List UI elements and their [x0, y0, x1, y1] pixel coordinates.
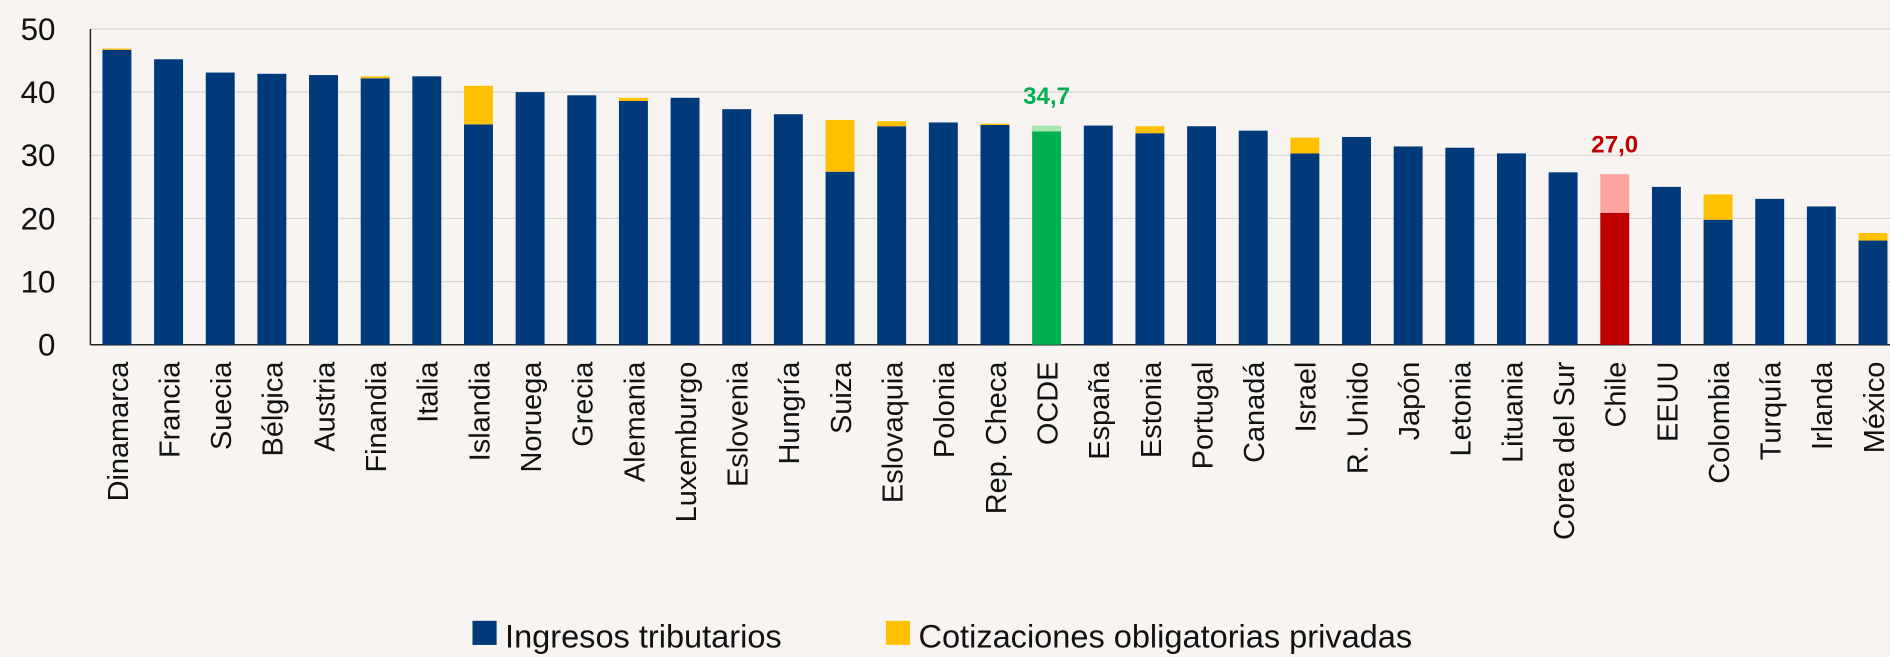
x-tick-label: Dinamarca — [103, 361, 135, 502]
x-tick-label: México — [1859, 362, 1890, 454]
x-tick-label: Eslovaquia — [878, 361, 910, 503]
y-tick-label: 20 — [21, 201, 56, 236]
legend-swatch — [885, 620, 911, 645]
bar-segment — [1858, 232, 1888, 241]
bar-segment — [618, 100, 648, 345]
legend-label: Ingresos tributarios — [505, 618, 782, 654]
x-tick-label: Chile — [1601, 362, 1633, 428]
annotation: 34,7 — [1023, 83, 1070, 110]
y-tick-label: 10 — [21, 264, 56, 299]
x-tick-label: Estonia — [1136, 361, 1168, 458]
x-tick-label: Corea del Sur — [1549, 361, 1581, 540]
x-tick-label: R. Unido — [1342, 362, 1374, 474]
bar-segment — [980, 124, 1010, 345]
bar-segment — [102, 48, 132, 50]
x-tick-label: Hungría — [774, 361, 806, 465]
bar-segment — [1600, 212, 1630, 345]
bar-segment — [1083, 125, 1113, 345]
bar-segment — [1290, 137, 1320, 154]
x-tick-label: Noruega — [516, 361, 548, 473]
bar-segment — [825, 171, 855, 345]
bar-segment — [1290, 153, 1320, 345]
x-tick-label: Portugal — [1187, 362, 1219, 470]
bar-segment — [464, 124, 493, 345]
bar-segment — [309, 75, 338, 345]
legend-swatch — [472, 620, 497, 645]
y-tick-label: 30 — [21, 138, 56, 173]
x-tick-label: EEUU — [1652, 362, 1684, 442]
x-tick-label: Lituania — [1497, 361, 1529, 463]
bar-segment — [102, 49, 132, 345]
bar-segment — [1135, 126, 1165, 134]
bar-segment — [618, 97, 648, 101]
x-tick-label: España — [1084, 361, 1116, 460]
legend-label: Cotizaciones obligatorias privadas — [918, 618, 1412, 654]
x-tick-label: Alemania — [619, 361, 651, 482]
bar-segment — [360, 76, 390, 79]
x-tick-label: Finandia — [361, 361, 393, 473]
bar-segment — [1135, 133, 1165, 345]
x-tick-label: Eslovenia — [723, 361, 755, 487]
x-tick-label: Canadá — [1239, 361, 1271, 463]
bar-segment — [825, 119, 855, 172]
x-tick-label: Italia — [413, 361, 445, 423]
annotation: 27,0 — [1591, 132, 1638, 159]
bar-segment — [567, 95, 597, 345]
y-tick-label: 40 — [21, 75, 56, 110]
x-tick-label: Letonia — [1446, 361, 1478, 457]
y-tick-label: 50 — [21, 12, 56, 47]
bar-segment — [980, 123, 1010, 125]
bar-segment — [464, 85, 493, 125]
x-tick-label: OCDE — [1032, 362, 1064, 446]
bar-segment — [1187, 126, 1217, 345]
bar-segment — [1858, 240, 1888, 345]
bar-segment — [360, 78, 390, 345]
x-tick-label: Austria — [309, 361, 341, 452]
x-tick-label: Suiza — [826, 361, 858, 434]
bar-segment — [1496, 153, 1526, 345]
bar-segment — [1032, 125, 1062, 132]
x-tick-label: Turquía — [1756, 361, 1788, 460]
bar-segment — [1703, 219, 1733, 345]
bar-segment — [877, 126, 907, 345]
bar-segment — [1548, 172, 1578, 345]
bar-segment — [1600, 174, 1630, 213]
bar-segment — [1806, 206, 1836, 345]
bar-segment — [877, 121, 907, 127]
bar-segment — [1393, 146, 1423, 345]
x-tick-label: Polonia — [929, 361, 961, 458]
x-tick-label: Islandia — [464, 361, 496, 462]
y-tick-label: 0 — [38, 328, 55, 363]
bar-segment — [412, 76, 442, 345]
bar-segment — [257, 73, 287, 345]
bar-segment — [1342, 136, 1371, 345]
bar-segment — [928, 122, 958, 345]
bar-segment — [1651, 186, 1681, 345]
x-tick-label: Francia — [154, 361, 186, 458]
bar-segment — [1238, 130, 1268, 345]
bar-segment — [1755, 198, 1785, 345]
x-tick-label: Grecia — [568, 361, 600, 447]
x-tick-label: Luxemburgo — [671, 362, 703, 523]
bar-segment — [722, 109, 752, 345]
bar-segment — [1032, 131, 1062, 345]
bar-segment — [154, 59, 184, 345]
x-tick-label: Bélgica — [258, 361, 290, 457]
x-tick-label: Japón — [1394, 362, 1426, 441]
bar-segment — [1703, 194, 1733, 220]
x-tick-label: Israel — [1291, 362, 1323, 433]
bar-segment — [773, 114, 803, 345]
x-tick-label: Colombia — [1704, 361, 1736, 484]
bar-segment — [670, 97, 700, 345]
bar-segment — [1445, 147, 1475, 345]
x-tick-label: Irlanda — [1807, 361, 1839, 450]
x-tick-label: Suecia — [206, 361, 238, 450]
bar-segment — [205, 72, 235, 345]
x-tick-label: Rep. Checa — [981, 361, 1013, 515]
bar-segment — [515, 92, 545, 345]
